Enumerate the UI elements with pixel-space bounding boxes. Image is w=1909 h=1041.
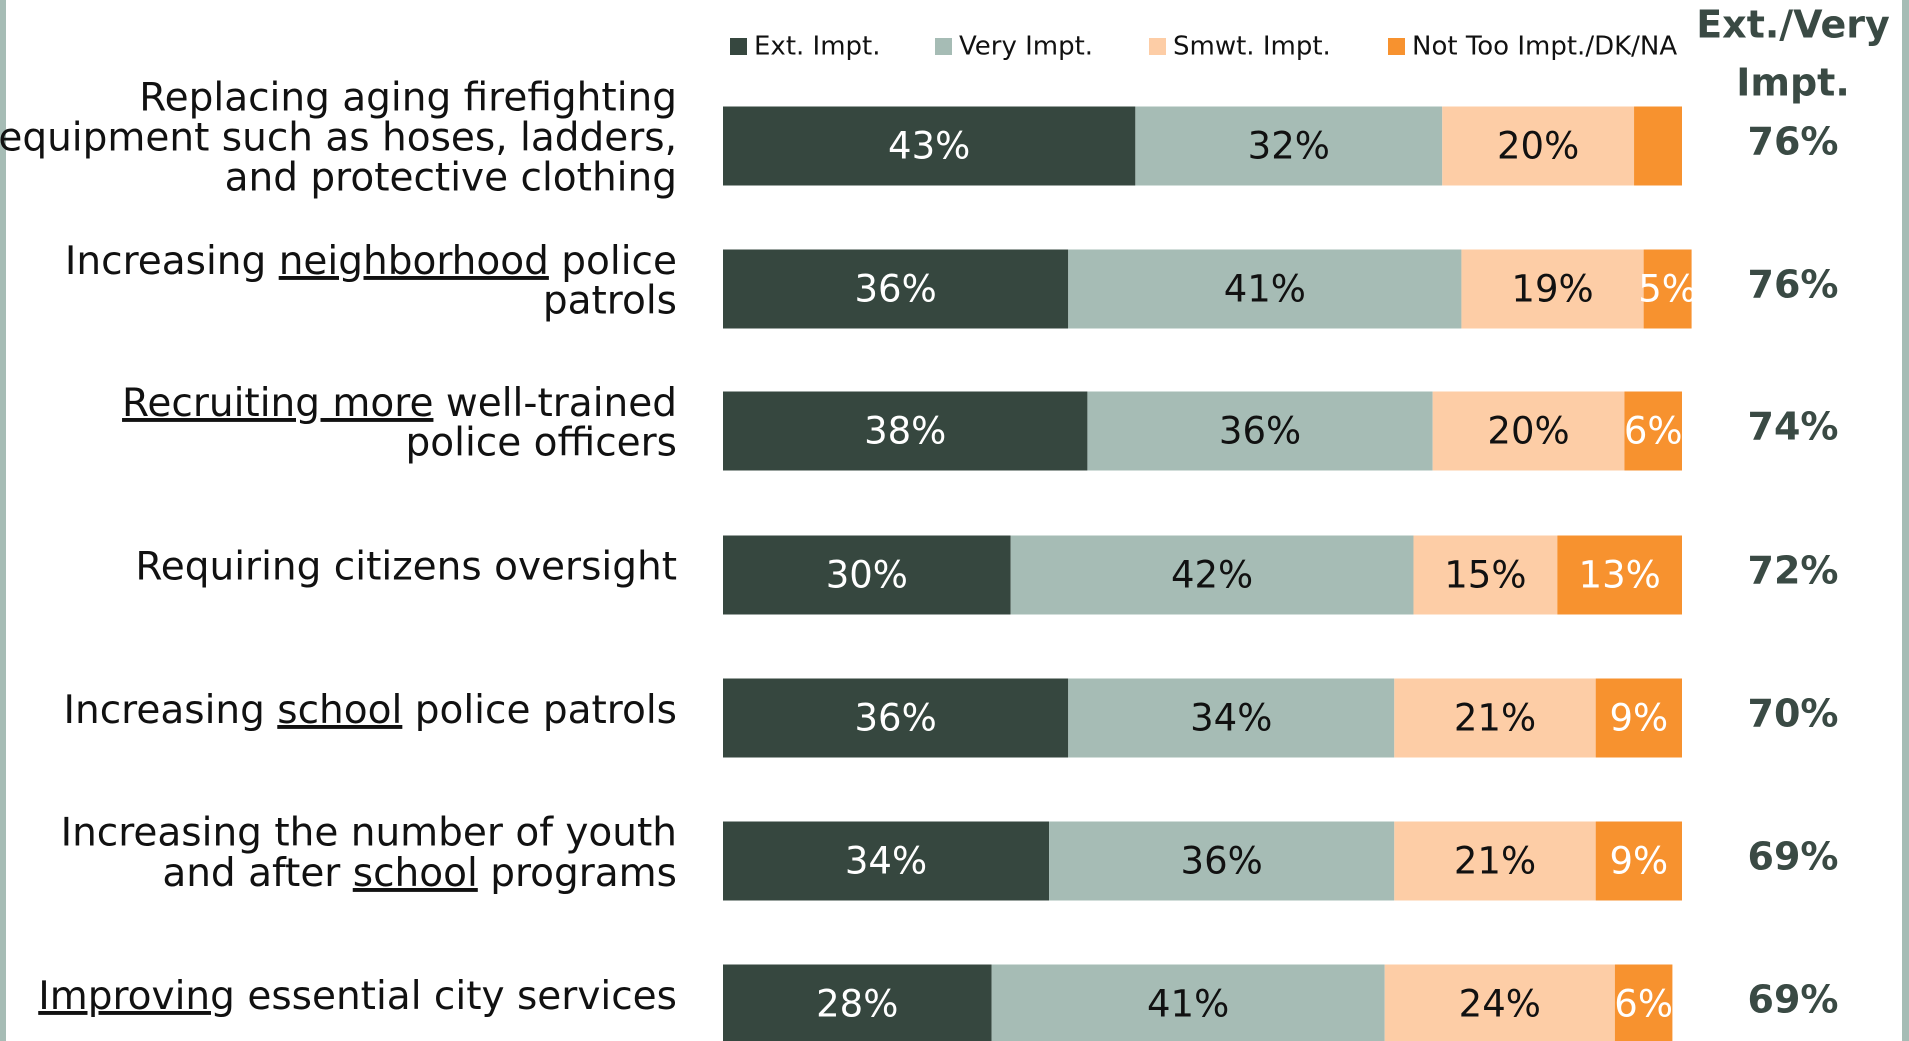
bar-segment: [723, 106, 1136, 186]
category-label: and protective clothing: [225, 156, 677, 201]
data-label: 30%: [826, 554, 908, 597]
category-label: police officers: [406, 421, 677, 466]
data-label: 21%: [1454, 840, 1536, 883]
total-label: 72%: [1748, 549, 1839, 593]
data-label: 43%: [888, 125, 970, 168]
bar-segment: [1394, 821, 1596, 901]
data-label: 9%: [1609, 840, 1668, 883]
bar-segment: [991, 964, 1385, 1041]
category-label: Increasing neighborhood police: [65, 239, 677, 284]
data-label: 42%: [1171, 554, 1253, 597]
bar-segment: [1135, 106, 1443, 186]
bar-segment: [1049, 821, 1395, 901]
bar-segment: [1384, 964, 1615, 1041]
left-border: [0, 0, 6, 1041]
bar-segment: [723, 821, 1050, 901]
bar-segment: [1432, 391, 1625, 471]
legend-swatch: [935, 38, 952, 55]
bar-segment: [723, 249, 1069, 329]
category-label: Improving essential city services: [38, 974, 677, 1019]
data-label: 36%: [854, 268, 936, 311]
legend-label: Not Too Impt./DK/NA: [1412, 32, 1677, 62]
bar-segment: [1557, 535, 1682, 615]
totals-header: Impt.: [1736, 61, 1850, 105]
total-label: 69%: [1748, 835, 1839, 879]
bar-segment: [1634, 106, 1682, 186]
bar-segment: [1624, 391, 1682, 471]
bar-segment: [1394, 678, 1596, 758]
bar-segment: [1087, 391, 1433, 471]
total-label: 74%: [1748, 405, 1839, 449]
data-label: 34%: [1190, 697, 1272, 740]
bar-segment: [1010, 535, 1414, 615]
bar-segment: [1614, 964, 1673, 1041]
data-label: 28%: [816, 983, 898, 1026]
bar-segment: [1413, 535, 1558, 615]
data-label: 6%: [1614, 983, 1673, 1026]
legend-swatch: [730, 38, 747, 55]
data-label: 36%: [1181, 840, 1263, 883]
data-label: 21%: [1454, 697, 1536, 740]
category-label: equipment such as hoses, ladders,: [0, 116, 677, 161]
data-label: 32%: [1248, 125, 1330, 168]
category-label: patrols: [543, 279, 677, 324]
right-border: [1902, 0, 1909, 1041]
data-label: 6%: [1624, 410, 1683, 453]
data-label: 41%: [1224, 268, 1306, 311]
bar-segment: [1461, 249, 1644, 329]
legend-label: Ext. Impt.: [754, 32, 881, 62]
data-label: 15%: [1444, 554, 1526, 597]
category-label: and after school programs: [162, 851, 677, 896]
legend-label: Very Impt.: [959, 32, 1093, 62]
data-label: 24%: [1459, 983, 1541, 1026]
total-label: 70%: [1748, 692, 1839, 736]
bar-segment: [723, 535, 1011, 615]
total-label: 76%: [1748, 120, 1839, 164]
bar-segment: [1068, 678, 1395, 758]
data-label: 19%: [1511, 268, 1593, 311]
bar-segment: [1643, 249, 1692, 329]
category-label: Replacing aging firefighting: [139, 76, 677, 121]
data-label: 20%: [1487, 410, 1569, 453]
category-label: Requiring citizens oversight: [135, 545, 677, 590]
data-label: 13%: [1579, 554, 1661, 597]
legend-swatch: [1149, 38, 1166, 55]
data-label: 36%: [1219, 410, 1301, 453]
data-label: 36%: [854, 697, 936, 740]
category-label: Recruiting more well-trained: [122, 381, 677, 426]
category-label: Increasing the number of youth: [61, 811, 677, 856]
data-label: 41%: [1147, 983, 1229, 1026]
data-label: 5%: [1638, 268, 1697, 311]
bar-segment: [1595, 821, 1682, 901]
legend-label: Smwt. Impt.: [1173, 32, 1331, 62]
bar-segment: [1595, 678, 1682, 758]
bar-segment: [723, 964, 992, 1041]
total-label: 69%: [1748, 978, 1839, 1022]
bar-segment: [1442, 106, 1635, 186]
data-label: 9%: [1609, 697, 1668, 740]
totals-header: Ext./Very: [1696, 3, 1890, 47]
bar-segment: [723, 391, 1088, 471]
bar-segment: [723, 678, 1069, 758]
category-label: Increasing school police patrols: [64, 688, 677, 733]
data-label: 38%: [864, 410, 946, 453]
data-label: 20%: [1497, 125, 1579, 168]
legend-swatch: [1388, 38, 1405, 55]
data-label: 34%: [845, 840, 927, 883]
bar-segment: [1068, 249, 1462, 329]
total-label: 76%: [1748, 263, 1839, 307]
